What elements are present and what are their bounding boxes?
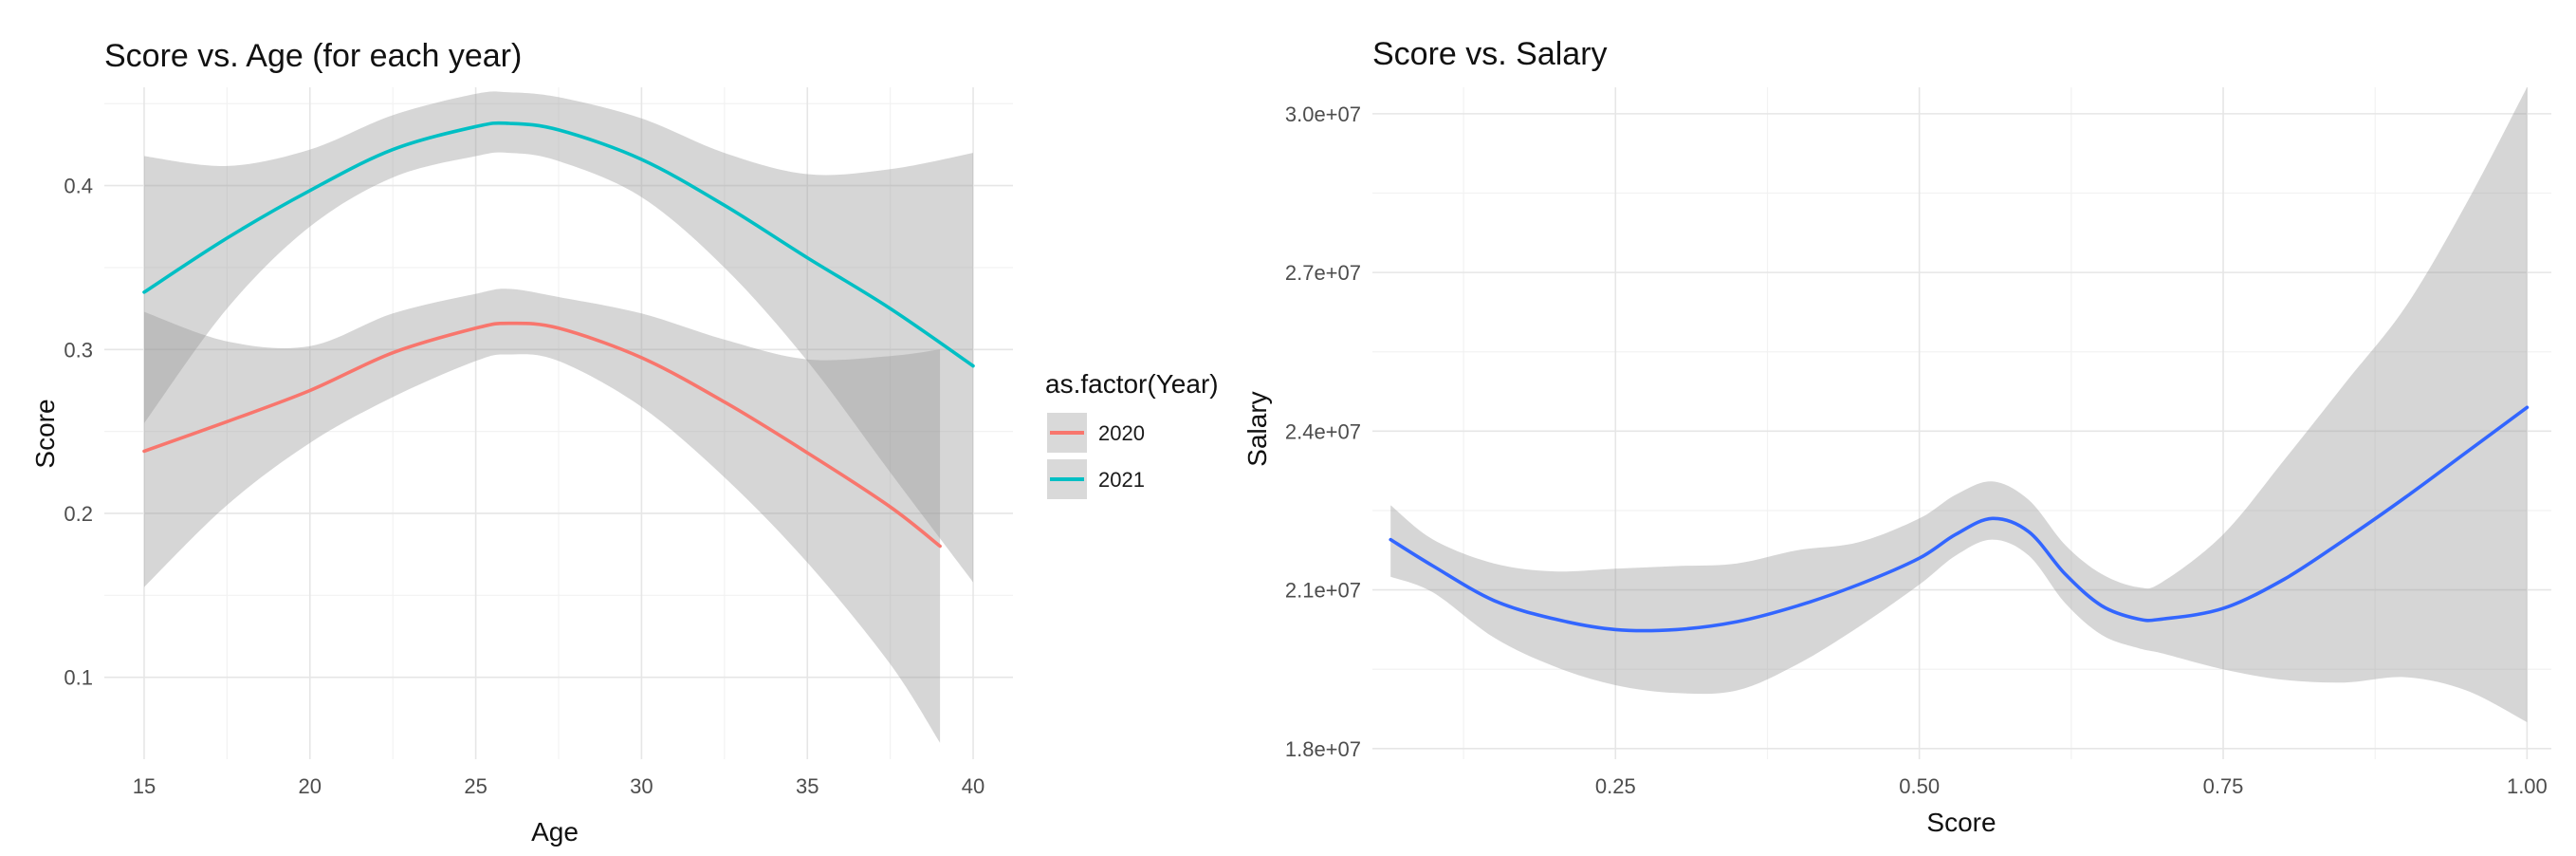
x-tick-label: 15	[133, 774, 156, 798]
series-lines	[142, 121, 975, 549]
x-tick-label: 0.75	[2203, 774, 2244, 798]
y-tick-label: 0.1	[64, 666, 93, 690]
series-line-series	[1389, 405, 2530, 633]
x-tick-label: 35	[796, 774, 819, 798]
x-tick-label: 20	[299, 774, 322, 798]
confidence-band-2021	[144, 91, 973, 583]
grid-lines	[1372, 87, 2551, 759]
legend: as.factor(Year) 2020 2021	[1045, 369, 1219, 499]
y-tick-label: 2.1e+07	[1285, 579, 1361, 603]
x-axis-ticks: 0.25 0.50 0.75 1.00	[1595, 774, 2548, 798]
y-axis-ticks: 0.1 0.2 0.3 0.4	[64, 175, 93, 690]
x-axis-ticks: 15 20 25 30 35 40	[133, 774, 985, 798]
confidence-band-2020	[144, 288, 941, 743]
x-axis-title: Score	[1926, 808, 1996, 837]
x-axis-title: Age	[531, 817, 579, 847]
confidence-bands	[1390, 87, 2528, 722]
y-axis-title: Salary	[1242, 391, 1272, 466]
y-tick-label: 2.7e+07	[1285, 261, 1361, 285]
x-tick-label: 25	[464, 774, 487, 798]
y-tick-label: 0.2	[64, 502, 93, 526]
y-tick-label: 2.4e+07	[1285, 419, 1361, 443]
y-tick-label: 0.4	[64, 175, 93, 198]
x-tick-label: 30	[630, 774, 653, 798]
x-tick-label: 1.00	[2507, 774, 2548, 798]
legend-title: as.factor(Year)	[1045, 369, 1219, 399]
legend-label-2021: 2021	[1098, 468, 1145, 492]
series-line-2021	[142, 121, 975, 368]
y-axis-ticks: 1.8e+07 2.1e+07 2.4e+07 2.7e+07 3.0e+07	[1285, 102, 1361, 761]
chart-title: Score vs. Salary	[1372, 36, 1608, 72]
chart-title: Score vs. Age (for each year)	[104, 38, 522, 74]
y-axis-title: Score	[30, 399, 60, 468]
x-tick-label: 0.50	[1899, 774, 1940, 798]
chart-score-vs-salary: Score vs. Salary 1.8e+07 2.1e+07 2.4e+07 2.…	[1242, 36, 2551, 837]
chart-score-vs-age: Score vs. Age (for each year) 0.10.20.30…	[30, 38, 1219, 847]
grid-lines	[104, 87, 1013, 759]
x-tick-label: 0.25	[1595, 774, 1636, 798]
series-lines	[1389, 405, 2530, 633]
confidence-band-series	[1390, 87, 2528, 722]
legend-label-2020: 2020	[1098, 421, 1145, 445]
y-tick-label: 1.8e+07	[1285, 737, 1361, 761]
y-tick-label: 0.3	[64, 338, 93, 362]
confidence-bands	[144, 91, 973, 743]
y-tick-label: 3.0e+07	[1285, 102, 1361, 126]
series-line-2020	[142, 321, 942, 549]
x-tick-label: 40	[962, 774, 984, 798]
